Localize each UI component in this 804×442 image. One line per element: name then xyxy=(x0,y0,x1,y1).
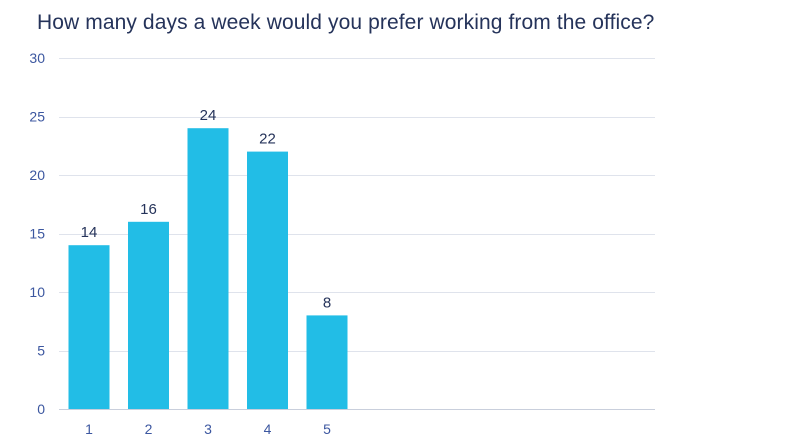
bars xyxy=(68,128,348,409)
gridlines xyxy=(59,58,655,410)
bar xyxy=(68,245,110,409)
data-label: 22 xyxy=(259,131,276,148)
data-label: 14 xyxy=(81,224,98,241)
y-tick-label: 15 xyxy=(29,226,45,242)
bar xyxy=(247,151,288,409)
bar xyxy=(128,221,169,409)
data-label: 8 xyxy=(323,294,331,311)
y-tick-label: 25 xyxy=(29,109,45,125)
chart-title: How many days a week would you prefer wo… xyxy=(37,11,655,34)
y-axis: 0 5 10 15 20 25 30 xyxy=(29,50,45,417)
x-tick-label: 5 xyxy=(323,421,331,437)
x-axis: 1 2 3 4 5 xyxy=(85,421,331,437)
x-tick-label: 1 xyxy=(85,421,93,437)
x-tick-label: 2 xyxy=(145,421,153,437)
x-tick-label: 3 xyxy=(204,421,212,437)
data-label: 24 xyxy=(200,107,217,124)
y-tick-label: 20 xyxy=(29,167,45,183)
y-tick-label: 0 xyxy=(37,401,45,417)
data-label: 16 xyxy=(140,201,157,218)
y-tick-label: 30 xyxy=(29,50,45,66)
x-tick-label: 4 xyxy=(264,421,272,437)
y-tick-label: 10 xyxy=(29,284,45,300)
bar xyxy=(187,128,229,409)
data-labels: 14 16 24 22 8 xyxy=(81,107,332,311)
y-tick-label: 5 xyxy=(37,343,45,359)
bar xyxy=(306,315,348,409)
